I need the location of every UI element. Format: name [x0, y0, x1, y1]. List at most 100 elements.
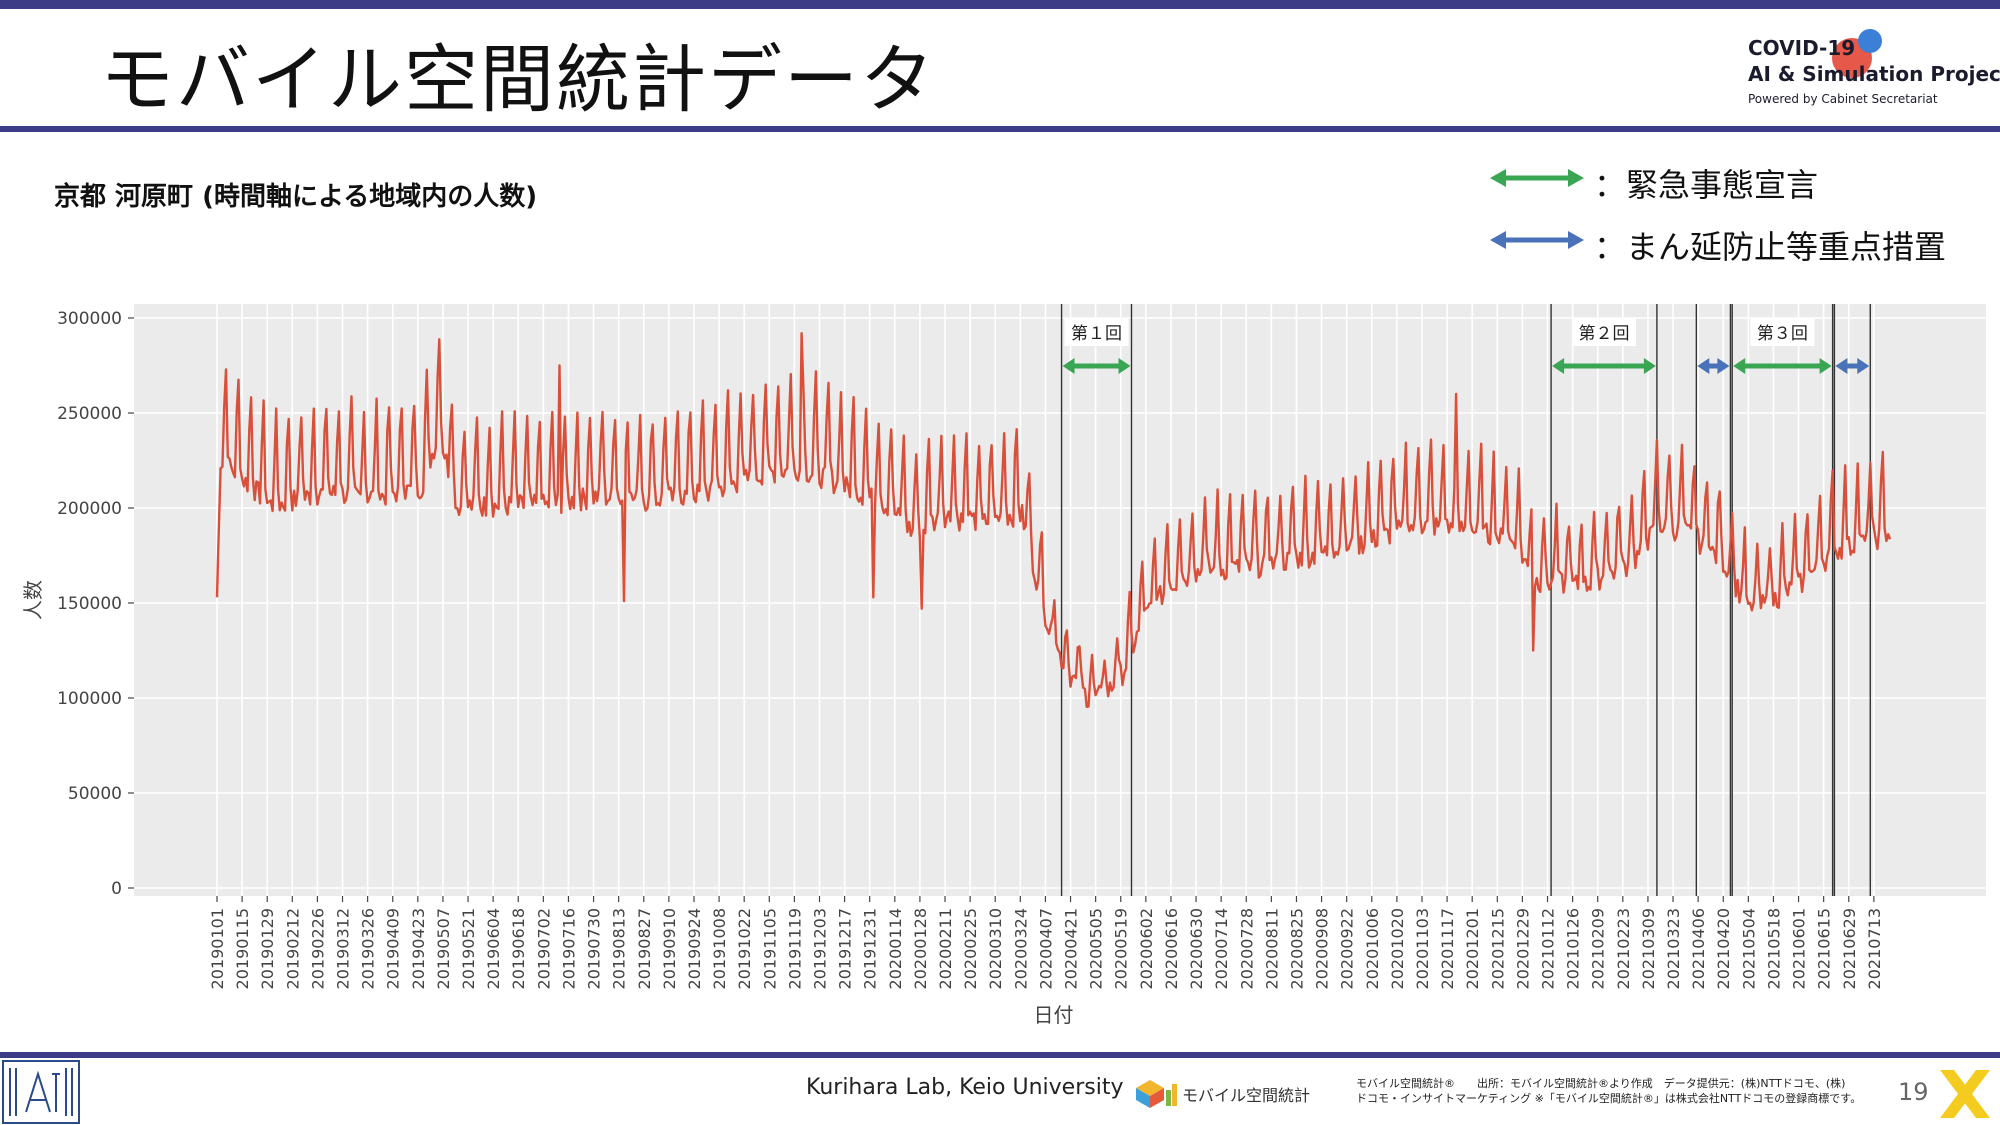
x-tick-label: 20190101 [208, 908, 227, 989]
source-note-line-2: ドコモ・インサイトマーケティング ※「モバイル空間統計®」は株式会社NTTドコモ… [1356, 1092, 1862, 1105]
x-tick-label: 20191105 [760, 908, 779, 989]
x-tick-label: 20190730 [585, 908, 604, 989]
period-arrow-head [1733, 358, 1746, 374]
x-tick-label: 20210713 [1865, 908, 1884, 989]
x-tick-label: 20200922 [1338, 908, 1357, 989]
period-arrow-head [1552, 358, 1565, 374]
y-tick-label: 100000 [57, 689, 122, 709]
period-arrow-head [1062, 358, 1075, 374]
x-tick-label: 20191203 [810, 908, 829, 989]
y-tick-label: 300000 [57, 309, 122, 329]
x-tick-label: 20201006 [1363, 908, 1382, 989]
source-note: モバイル空間統計® 出所：モバイル空間統計®より作成 データ提供元：(株)NTT… [1356, 1076, 1861, 1106]
x-tick-label: 20210615 [1815, 908, 1834, 989]
legend-item-semi: ：まん延防止等重点措置 [1480, 222, 2000, 266]
plot-area [134, 304, 1986, 896]
x-axis-label: 日付 [1034, 1003, 1074, 1027]
x-tick-label: 20200908 [1313, 908, 1332, 989]
chart-title: 京都 河原町 (時間軸による地域内の人数) [54, 182, 538, 212]
logo-line-1: COVID-19 [1748, 36, 1856, 60]
x-tick-label: 20191022 [735, 908, 754, 989]
x-tick-label: 20201117 [1438, 908, 1457, 989]
x-tick-label: 20200630 [1187, 908, 1206, 989]
y-tick-label: 200000 [57, 499, 122, 519]
x-tick-label: 20200602 [1137, 908, 1156, 989]
x-mark-icon [1940, 1070, 1990, 1118]
x-tick-label: 20191008 [710, 908, 729, 989]
double-arrow-icon [1490, 169, 1584, 187]
x-tick-label: 20190702 [534, 908, 553, 989]
cube-icon [1136, 1080, 1177, 1108]
x-tick-label: 20210126 [1564, 908, 1583, 989]
legend: ：緊急事態宣言 ：まん延防止等重点措置 [1480, 160, 2000, 270]
y-tick-label: 0 [111, 879, 122, 899]
x-tick-label: 20190507 [434, 908, 453, 989]
top-accent-bar [0, 0, 2000, 9]
period-label-box [1064, 318, 1129, 346]
legend-item-emergency: ：緊急事態宣言 [1480, 160, 2000, 204]
x-tick-label: 20201103 [1413, 908, 1432, 989]
page-number: 19 [1898, 1078, 1929, 1106]
x-tick-label: 20210112 [1539, 908, 1558, 989]
legend-label-semi: ：まん延防止等重点措置 [1594, 228, 1947, 266]
logo-line-3: Powered by Cabinet Secretariat [1748, 92, 1938, 106]
x-tick-label: 20190129 [258, 908, 277, 989]
x-tick-label: 20210223 [1614, 908, 1633, 989]
x-tick-label: 20190521 [459, 908, 478, 989]
x-tick-label: 20200114 [886, 908, 905, 989]
logo-line-2: AI & Simulation Project [1748, 62, 2000, 86]
x-tick-label: 20200128 [911, 908, 930, 989]
header-divider [0, 126, 2000, 132]
x-tick-label: 20200310 [986, 908, 1005, 989]
x-tick-label: 20210601 [1790, 908, 1809, 989]
x-tick-label: 20190423 [409, 908, 428, 989]
x-tick-label: 20190604 [484, 908, 503, 989]
period-arrow-head [1697, 358, 1710, 374]
source-note-line-1: モバイル空間統計® 出所：モバイル空間統計®より作成 データ提供元：(株)NTT… [1356, 1077, 1846, 1090]
x-tick-label: 20210406 [1689, 908, 1708, 989]
x-tick-label: 20190409 [384, 908, 403, 989]
x-tick-label: 20201215 [1488, 908, 1507, 989]
x-tick-label: 20210323 [1664, 908, 1683, 989]
x-tick-label: 20191119 [785, 908, 804, 989]
lab-logo-icon [2, 1060, 80, 1124]
x-tick-label: 20190827 [635, 908, 654, 989]
y-tick-label: 50000 [68, 784, 122, 804]
x-tick-label: 20190924 [685, 908, 704, 989]
period-arrow-head [1643, 358, 1656, 374]
period-arrow-head [1819, 358, 1832, 374]
y-tick-label: 150000 [57, 594, 122, 614]
x-tick-label: 20200421 [1062, 908, 1081, 989]
footer-divider [0, 1052, 2000, 1058]
x-tick-label: 20190910 [660, 908, 679, 989]
x-tick-label: 20191217 [836, 908, 855, 989]
x-tick-label: 20190326 [359, 908, 378, 989]
x-tick-label: 20200616 [1162, 908, 1181, 989]
period-label-box [1571, 318, 1636, 346]
x-tick-label: 20190115 [233, 908, 252, 989]
project-logo: COVID-19 AI & Simulation Project Powered… [1748, 28, 2000, 118]
x-tick-label: 20201020 [1388, 908, 1407, 989]
x-tick-label: 20200407 [1036, 908, 1055, 989]
period-arrow-head [1835, 358, 1848, 374]
x-tick-label: 20190618 [509, 908, 528, 989]
x-tick-label: 20200728 [1237, 908, 1256, 989]
logo-dots-icon [1832, 29, 1882, 78]
x-tick-label: 20200505 [1087, 908, 1106, 989]
x-tick-label: 20190716 [559, 908, 578, 989]
x-tick-label: 20201201 [1463, 908, 1482, 989]
period-label: 第３回 [1757, 324, 1808, 344]
x-tick-label: 20200225 [961, 908, 980, 989]
x-tick-label: 20210504 [1739, 908, 1758, 989]
series-line [215, 332, 1892, 708]
x-tick-label: 20191231 [861, 908, 880, 989]
x-tick-label: 20200825 [1287, 908, 1306, 989]
x-tick-label: 20190813 [610, 908, 629, 989]
x-tick-label: 20210420 [1714, 908, 1733, 989]
line-chart: 0 50000 100000 150000 200000 250000 300000 2019… [21, 304, 1986, 1027]
x-tick-label: 20200324 [1011, 908, 1030, 989]
x-tick-label: 20210209 [1589, 908, 1608, 989]
period-arrow-head [1857, 358, 1870, 374]
mobile-stats-label: モバイル空間統計 [1182, 1086, 1311, 1105]
double-arrow-icon [1490, 231, 1584, 249]
